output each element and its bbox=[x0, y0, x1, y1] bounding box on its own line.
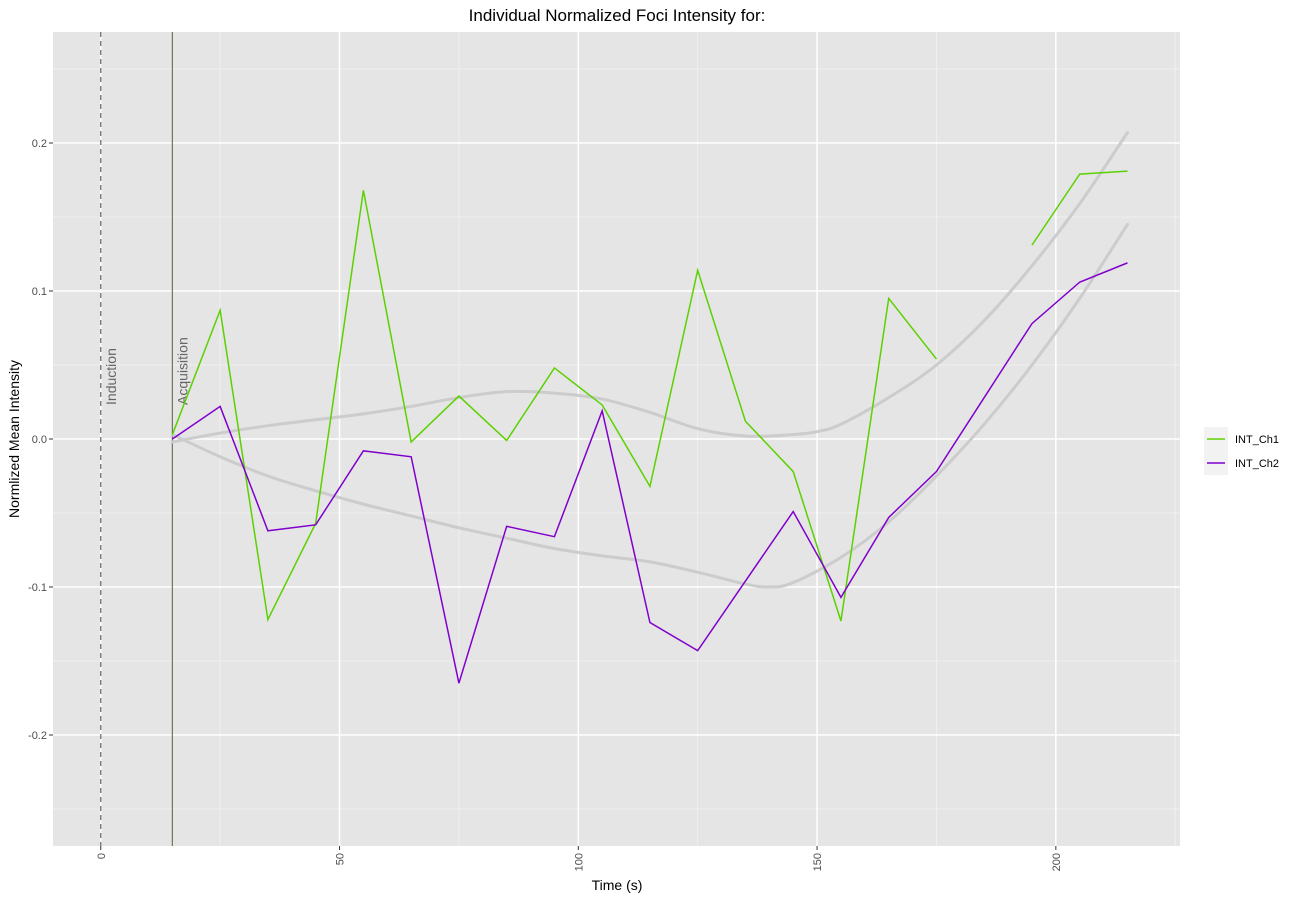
x-tick-label: 0 bbox=[96, 853, 108, 859]
y-tick-label: 0.0 bbox=[32, 434, 47, 446]
chart-title: Individual Normalized Foci Intensity for… bbox=[469, 6, 766, 25]
smooth-curves bbox=[170, 131, 1129, 589]
y-axis-title: Normlized Mean Intensity bbox=[6, 360, 22, 518]
x-axis-title: Time (s) bbox=[592, 877, 643, 893]
series-lines bbox=[171, 170, 1128, 684]
major-grid bbox=[53, 32, 1180, 846]
vline-label-induction: Induction bbox=[103, 348, 119, 405]
x-tick-label: 150 bbox=[812, 853, 824, 871]
smooth-curve-1 bbox=[170, 131, 1129, 444]
y-axis-ticks: -0.2 -0.1 0.0 0.1 0.2 bbox=[28, 138, 53, 742]
x-tick-label: 50 bbox=[335, 853, 347, 865]
x-tick-label: 200 bbox=[1051, 853, 1063, 871]
legend-key-background bbox=[1204, 427, 1228, 475]
legend-label: INT_Ch1 bbox=[1235, 434, 1279, 446]
reference-lines: Induction Acquisition bbox=[100, 32, 190, 846]
legend: INT_Ch1 INT_Ch2 bbox=[1204, 427, 1279, 475]
x-axis-ticks: 0 50 100 150 200 bbox=[96, 846, 1063, 871]
y-tick-label: 0.2 bbox=[32, 138, 47, 150]
legend-label: INT_Ch2 bbox=[1235, 458, 1279, 470]
y-tick-label: -0.2 bbox=[28, 730, 47, 742]
y-tick-label: 0.1 bbox=[32, 286, 47, 298]
x-tick-label: 100 bbox=[573, 853, 585, 871]
y-tick-label: -0.1 bbox=[28, 582, 47, 594]
smooth-curve-2 bbox=[170, 222, 1129, 589]
series-int-ch1 bbox=[171, 170, 1128, 623]
series-int-ch2 bbox=[171, 262, 1128, 684]
vline-label-acquisition: Acquisition bbox=[174, 337, 190, 405]
